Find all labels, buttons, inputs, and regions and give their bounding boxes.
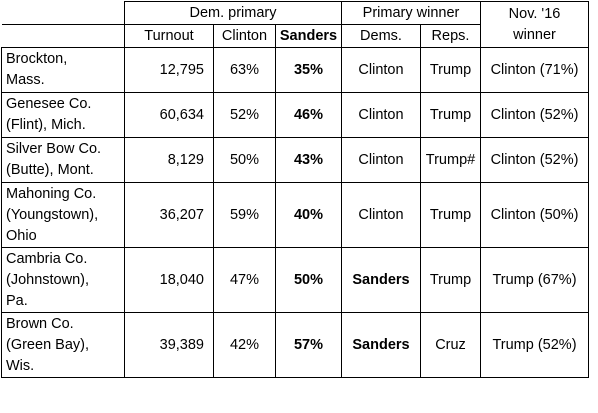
turnout-cell: 18,040: [124, 247, 214, 313]
sanders-cell: 40%: [275, 182, 342, 248]
dems-winner-cell: Clinton: [341, 92, 421, 138]
reps-winner-cell: Cruz: [420, 312, 481, 378]
place-cell: Genesee Co. (Flint), Mich.: [1, 92, 125, 138]
nov-winner-cell: Clinton (71%): [480, 47, 589, 93]
place-cell: Silver Bow Co. (Butte), Mont.: [1, 137, 125, 183]
sanders-cell: 50%: [275, 247, 342, 313]
place-line: Mass.: [6, 72, 45, 88]
sanders-cell: 57%: [275, 312, 342, 378]
clinton-cell: 42%: [213, 312, 276, 378]
nov-winner-cell: Clinton (52%): [480, 137, 589, 183]
place-line: (Flint), Mich.: [6, 117, 86, 133]
table-row: Brockton, Mass. 12,795 63% 35% Clinton T…: [1, 47, 589, 93]
header-row-groups: Dem. primary Primary winner Nov. '16 win…: [1, 1, 589, 48]
sanders-cell: 35%: [275, 47, 342, 93]
dems-winner-cell: Clinton: [341, 137, 421, 183]
sanders-cell: 43%: [275, 137, 342, 183]
clinton-cell: 52%: [213, 92, 276, 138]
turnout-cell: 36,207: [124, 182, 214, 248]
place-line: Pa.: [6, 292, 28, 309]
header-sanders: Sanders: [275, 24, 342, 48]
header-nov16-line2: winner: [513, 26, 556, 43]
turnout-cell: 60,634: [124, 92, 214, 138]
header-nov16-winner: Nov. '16 winner: [480, 1, 589, 48]
table-row: Genesee Co. (Flint), Mich. 60,634 52% 46…: [1, 92, 589, 138]
nov-winner-cell: Clinton (52%): [480, 92, 589, 138]
place-cell: Brown Co. (Green Bay), Wis.: [1, 312, 125, 378]
reps-winner-cell: Trump#: [420, 137, 481, 183]
header-clinton: Clinton: [213, 24, 276, 48]
nov-winner-cell: Trump (52%): [480, 312, 589, 378]
dems-winner-cell: Clinton: [341, 47, 421, 93]
reps-winner-cell: Trump: [420, 92, 481, 138]
dems-winner-cell: Sanders: [341, 247, 421, 313]
place-line: Ohio: [6, 227, 37, 244]
sanders-cell: 46%: [275, 92, 342, 138]
turnout-cell: 8,129: [124, 137, 214, 183]
nov-winner-cell: Trump (67%): [480, 247, 589, 313]
table-row: Brown Co. (Green Bay), Wis. 39,389 42% 5…: [1, 312, 589, 378]
turnout-cell: 12,795: [124, 47, 214, 93]
place-cell: Brockton, Mass.: [1, 47, 125, 93]
place-line: Mahoning Co.: [6, 185, 97, 202]
reps-winner-cell: Trump: [420, 247, 481, 313]
header-dem-primary: Dem. primary: [124, 1, 342, 25]
clinton-cell: 50%: [213, 137, 276, 183]
place-line: Genesee Co.: [6, 96, 92, 112]
table-row: Cambria Co. (Johnstown), Pa. 18,040 47% …: [1, 247, 589, 313]
place-line: Silver Bow Co.: [6, 141, 102, 157]
clinton-cell: 59%: [213, 182, 276, 248]
header-primary-winner: Primary winner: [341, 1, 481, 25]
place-line: Wis.: [6, 357, 35, 374]
header-nov16-line1: Nov. '16: [508, 5, 561, 22]
results-table: Dem. primary Primary winner Nov. '16 win…: [1, 1, 589, 378]
clinton-cell: 47%: [213, 247, 276, 313]
nov-winner-cell: Clinton (50%): [480, 182, 589, 248]
reps-winner-cell: Trump: [420, 182, 481, 248]
place-cell: Mahoning Co. (Youngstown), Ohio: [1, 182, 125, 248]
place-line: (Johnstown),: [6, 271, 90, 288]
turnout-cell: 39,389: [124, 312, 214, 378]
place-line: Brown Co.: [6, 315, 74, 332]
header-row-columns: Turnout Clinton Sanders Dems. Reps.: [1, 24, 589, 48]
clinton-cell: 63%: [213, 47, 276, 93]
place-cell: Cambria Co. (Johnstown), Pa.: [1, 247, 125, 313]
place-line: (Butte), Mont.: [6, 162, 94, 178]
dems-winner-cell: Clinton: [341, 182, 421, 248]
place-line: (Youngstown),: [6, 206, 99, 223]
table-row: Mahoning Co. (Youngstown), Ohio 36,207 5…: [1, 182, 589, 248]
corner-cell-2: [1, 24, 125, 48]
place-line: (Green Bay),: [6, 336, 89, 353]
dems-winner-cell: Sanders: [341, 312, 421, 378]
corner-cell: [1, 1, 125, 25]
reps-winner-cell: Trump: [420, 47, 481, 93]
place-line: Brockton,: [6, 51, 68, 67]
header-dems: Dems.: [341, 24, 421, 48]
header-turnout: Turnout: [124, 24, 214, 48]
table-row: Silver Bow Co. (Butte), Mont. 8,129 50% …: [1, 137, 589, 183]
place-line: Cambria Co.: [6, 250, 88, 267]
header-reps: Reps.: [420, 24, 481, 48]
